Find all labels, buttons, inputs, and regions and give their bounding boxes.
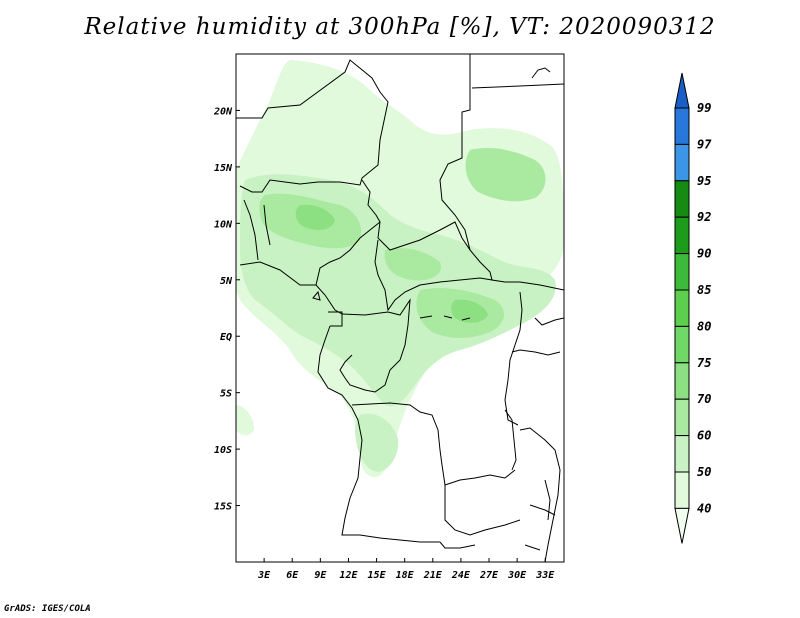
humidity-region [295,204,335,230]
boundary-line [504,409,517,471]
boundary-line [374,239,493,312]
boundary-line [263,204,271,246]
humidity-region [465,148,546,202]
colorbar-segment [674,143,690,182]
credit-text: GrADS: IGES/COLA [4,604,91,614]
boundary-line [524,504,556,551]
colorbar-segment [674,362,690,400]
lon-tick-label: 27E [479,570,499,581]
colorbar-segment [674,398,690,437]
latitude-axis: 20N 15N 10N 5N EQ 5S 10S 15S [213,106,240,513]
colorbar-label: 99 [697,101,711,115]
boundary-line [236,59,389,193]
colorbar-segment [674,325,690,364]
lat-tick-label: 5N [220,276,233,287]
boundaries [236,54,564,562]
colorbar-segment [674,435,690,473]
boundary-line [439,54,564,291]
humidity-region [451,299,488,323]
lon-tick-label: 6E [286,570,299,581]
boundary-line [361,179,471,251]
boundary-line [328,311,343,327]
humidity-region [355,413,399,472]
boundary-line [419,315,471,321]
colorbar-label: 80 [697,319,711,333]
longitude-axis: 3E 6E 9E 12E 15E 18E 21E 24E 27E 30E 33E [257,558,555,581]
lat-tick-label: 5S [220,389,232,400]
boundary-line [444,469,516,486]
colorbar-segment [674,107,690,145]
lat-tick-label: 20N [213,106,233,117]
colorbar-label: 50 [697,465,711,479]
lon-tick-label: 30E [507,570,527,581]
boundary-line [339,298,411,393]
lon-tick-label: 9E [314,570,327,581]
lat-tick-label: 10N [214,219,233,230]
colorbar-label: 95 [697,174,711,188]
boundary-line [531,67,551,79]
colorbar-label: 92 [697,210,711,224]
boundary-line [544,479,551,521]
lon-tick-label: 3E [257,570,271,581]
boundary-line [471,83,564,89]
colorbar-label: 97 [697,137,712,151]
colorbar-segment [674,253,690,291]
colorbar-cap-bottom [674,507,690,544]
boundary-line [317,325,440,543]
boundary-line [444,485,521,536]
chart-title: Relative humidity at 300hPa [%], VT: 202… [84,14,716,40]
colorbar-segment [674,180,690,218]
colorbar-segment [674,216,690,255]
colorbar-segment [674,471,690,509]
boundary-line [312,290,321,301]
boundary-line [534,317,564,326]
boundary-line [511,349,561,356]
colorbar: 40 50 60 70 75 80 85 90 92 95 97 99 [674,72,712,544]
lon-tick-label: 12E [339,570,358,581]
map-frame [235,53,565,563]
lon-tick-label: 21E [423,570,443,581]
boundary-line [519,427,561,562]
colorbar-label: 85 [697,283,711,297]
lon-tick-label: 18E [396,570,415,581]
colorbar-cap-top [674,72,690,109]
humidity-region [384,248,441,281]
lon-tick-label: 15E [368,570,387,581]
lon-tick-label: 33E [535,570,555,581]
boundary-line [439,541,476,549]
colorbar-label: 75 [697,356,711,370]
colorbar-segment [674,289,690,327]
boundary-line [351,402,446,486]
lat-tick-label: 10S [214,445,232,456]
colorbar-label: 90 [697,247,711,261]
colorbar-label: 70 [697,392,711,406]
colorbar-label: 60 [697,429,711,443]
lat-tick-label: EQ [220,332,232,343]
colorbar-label: 40 [697,501,711,515]
boundary-line [239,261,343,315]
boundary-line [315,221,381,286]
lon-tick-label: 24E [451,570,471,581]
boundary-line [243,199,259,261]
lat-tick-label: 15S [214,502,232,513]
lat-tick-label: 15N [214,163,233,174]
humidity-shading [236,60,564,478]
humidity-region [236,405,255,436]
